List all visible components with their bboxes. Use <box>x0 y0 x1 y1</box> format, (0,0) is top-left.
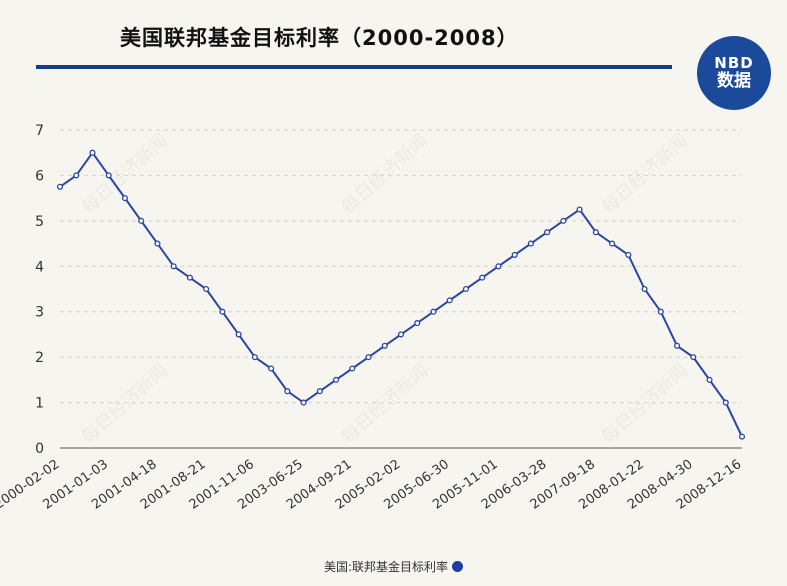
data-point <box>479 274 486 281</box>
data-point <box>105 172 112 179</box>
data-point <box>365 354 372 361</box>
logo-line2: 数据 <box>717 71 751 91</box>
y-tick-label: 0 <box>35 441 44 457</box>
logo-line1: NBD <box>714 54 754 72</box>
data-point <box>641 285 648 293</box>
data-point <box>414 320 421 327</box>
data-point <box>154 240 161 247</box>
title-underline <box>36 65 672 69</box>
data-point <box>560 217 567 224</box>
y-tick-label: 7 <box>35 123 44 139</box>
data-point <box>544 229 551 236</box>
series-line <box>59 150 743 438</box>
data-point <box>219 308 226 315</box>
data-point <box>462 285 470 293</box>
y-tick-label: 5 <box>35 214 44 230</box>
legend: 美国:联邦基金目标利率 <box>0 558 787 575</box>
data-point <box>268 365 275 372</box>
data-point <box>316 388 323 395</box>
data-point <box>332 376 340 383</box>
data-point <box>446 297 453 304</box>
data-point <box>381 342 388 349</box>
legend-label: 美国:联邦基金目标利率 <box>323 560 449 574</box>
data-point <box>625 251 632 258</box>
data-point <box>73 172 80 179</box>
legend-marker <box>452 561 464 572</box>
data-point <box>121 195 129 202</box>
y-tick-label: 4 <box>35 259 44 275</box>
data-point <box>397 331 405 338</box>
data-point <box>527 240 534 247</box>
data-point <box>722 399 729 406</box>
data-point <box>300 399 307 406</box>
data-point <box>738 433 746 440</box>
data-point <box>170 263 177 270</box>
data-point <box>576 206 583 213</box>
data-point <box>706 376 713 383</box>
data-point <box>690 354 697 361</box>
data-point <box>657 308 664 315</box>
data-point <box>186 274 193 281</box>
data-point <box>673 342 681 349</box>
data-point <box>511 251 518 258</box>
data-point <box>349 365 356 372</box>
chart-title: 美国联邦基金目标利率（2000-2008） <box>120 26 519 50</box>
data-point <box>138 217 145 224</box>
y-tick-label: 1 <box>35 396 44 412</box>
data-point <box>56 183 64 190</box>
data-point <box>203 285 210 293</box>
data-point <box>430 308 437 315</box>
nbd-data-logo: NBD 数据 <box>697 36 771 110</box>
y-tick-label: 2 <box>35 350 44 366</box>
data-point <box>609 240 616 247</box>
data-point <box>495 263 502 270</box>
y-tick-label: 6 <box>35 168 44 184</box>
data-point <box>235 331 242 338</box>
data-point <box>592 229 599 236</box>
data-point <box>89 149 96 156</box>
y-tick-label: 3 <box>35 305 44 321</box>
data-point <box>251 354 258 361</box>
data-point <box>284 388 291 395</box>
